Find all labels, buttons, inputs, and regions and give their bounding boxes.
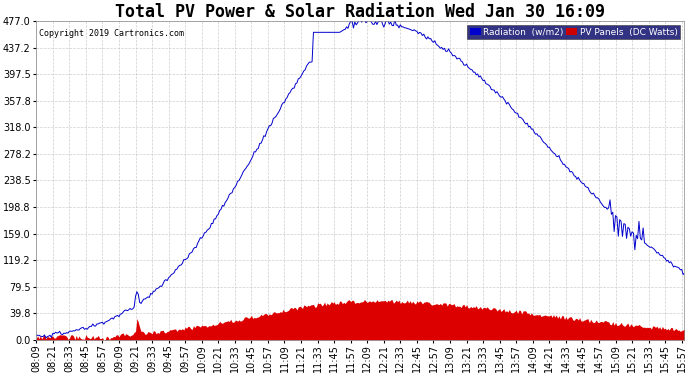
Title: Total PV Power & Solar Radiation Wed Jan 30 16:09: Total PV Power & Solar Radiation Wed Jan… xyxy=(115,3,605,21)
Text: Copyright 2019 Cartronics.com: Copyright 2019 Cartronics.com xyxy=(39,29,184,38)
Legend: Radiation  (w/m2), PV Panels  (DC Watts): Radiation (w/m2), PV Panels (DC Watts) xyxy=(467,26,680,39)
